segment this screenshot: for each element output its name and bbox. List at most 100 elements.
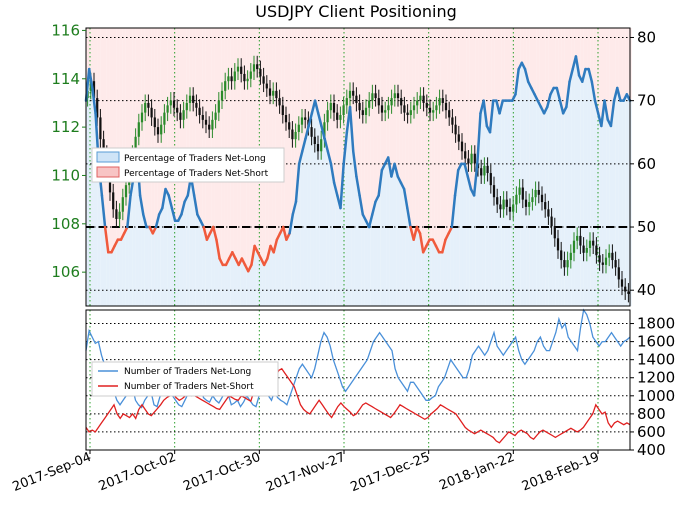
net-long-shade [93,113,98,306]
candle-body [412,105,416,111]
net-long-shade [116,239,120,306]
net-long-shade [434,245,438,306]
net-short-shade [558,28,562,101]
candle-body [444,102,448,111]
percent-tick-label: 50 [637,218,656,236]
price-tick-label: 112 [51,118,80,136]
net-short-shade [256,28,260,253]
net-long-shade [523,69,527,307]
candle-body [160,124,163,135]
net-long-percent-segment [348,105,355,153]
net-long-percent-segment [453,168,460,197]
net-long-shade [351,151,355,306]
candle-body [259,69,262,77]
candle-body [179,112,182,120]
candle-body [272,90,275,96]
net-long-percent-segment [393,162,400,178]
net-short-shade [494,28,498,101]
net-long-percent-segment [304,124,310,140]
net-long-shade [358,195,362,306]
candle-body [409,110,412,116]
candle-body [483,165,486,176]
net-short-shade [583,28,588,70]
count-tick-label: 1600 [637,333,675,351]
net-short-shade [326,28,330,152]
candle-body [595,245,598,256]
candle-body [332,102,336,113]
net-long-percent-segment [142,213,148,229]
net-long-percent-segment [281,225,288,241]
net-short-shade [218,28,222,259]
candle-body [588,240,592,248]
candle-body [608,252,611,258]
net-long-percent-segment [351,149,358,178]
net-long-percent-segment [514,67,520,96]
net-long-percent-segment [126,194,132,229]
candle-body [553,226,556,239]
net-short-shade [548,28,553,95]
candle-body [185,102,188,111]
candle-body [214,112,217,120]
net-short-shade [262,28,266,265]
candle-body [419,95,422,101]
net-short-shade [424,28,428,246]
bottom-legend: Number of Traders Net-Long Number of Tra… [91,361,279,397]
net-long-percent-segment [472,162,479,197]
net-short-shade [364,28,368,221]
net-long-percent-segment [590,80,597,102]
net-short-shade [278,28,282,234]
candle-body [489,173,492,186]
percent-tick-label: 40 [637,281,656,299]
net-short-shade [170,28,174,209]
net-long-percent-segment [91,86,97,115]
net-long-shade [316,113,320,306]
net-long-shade [148,227,152,306]
net-long-shade [230,252,234,306]
candle-body [432,110,435,113]
candle-body [572,240,576,253]
candle-body [358,102,361,111]
net-long-shade [233,258,238,306]
net-long-percent-segment [170,206,177,222]
net-short-shade [93,28,98,114]
net-long-percent-segment [406,206,412,229]
net-long-shade [450,227,454,306]
candle-body [256,64,259,70]
net-long-shade [297,163,301,306]
candle-body [121,197,124,212]
top-legend: Percentage of Traders Net-Long Percentag… [91,147,285,183]
net-short-shade [208,28,212,234]
net-short-shade [272,28,276,253]
net-long-shade [443,239,448,306]
net-long-shade [338,208,343,306]
net-long-percent-segment [463,162,470,178]
net-long-percent-segment [568,67,574,83]
net-long-shade [615,88,619,306]
net-long-shade [319,125,324,306]
percent-tick-label: 60 [637,155,656,173]
net-long-shade [472,195,476,306]
net-long-shade [186,195,190,306]
net-short-shade [529,28,533,89]
net-long-percent-segment [320,124,326,140]
date-tick-label: 2017-Oct-02 [97,450,179,495]
candle-body [176,107,179,113]
net-long-shade [109,252,114,306]
candle-body [550,216,553,227]
net-long-shade [612,100,616,306]
candle-body [540,194,544,203]
percent-axis-ticks: 40 50 60 70 80 [630,28,656,299]
net-long-shade [189,176,193,306]
net-short-shade [501,28,505,101]
net-long-percent-segment [371,200,377,216]
net-long-shade [437,252,441,306]
net-long-shade [214,239,219,306]
net-long-percent-segment [212,225,218,241]
net-long-shade [348,106,352,307]
net-long-percent-segment [587,67,594,83]
net-short-shade [138,28,142,196]
net-long-shade [224,264,228,306]
candle-body [467,158,470,164]
net-short-shade [179,28,184,215]
